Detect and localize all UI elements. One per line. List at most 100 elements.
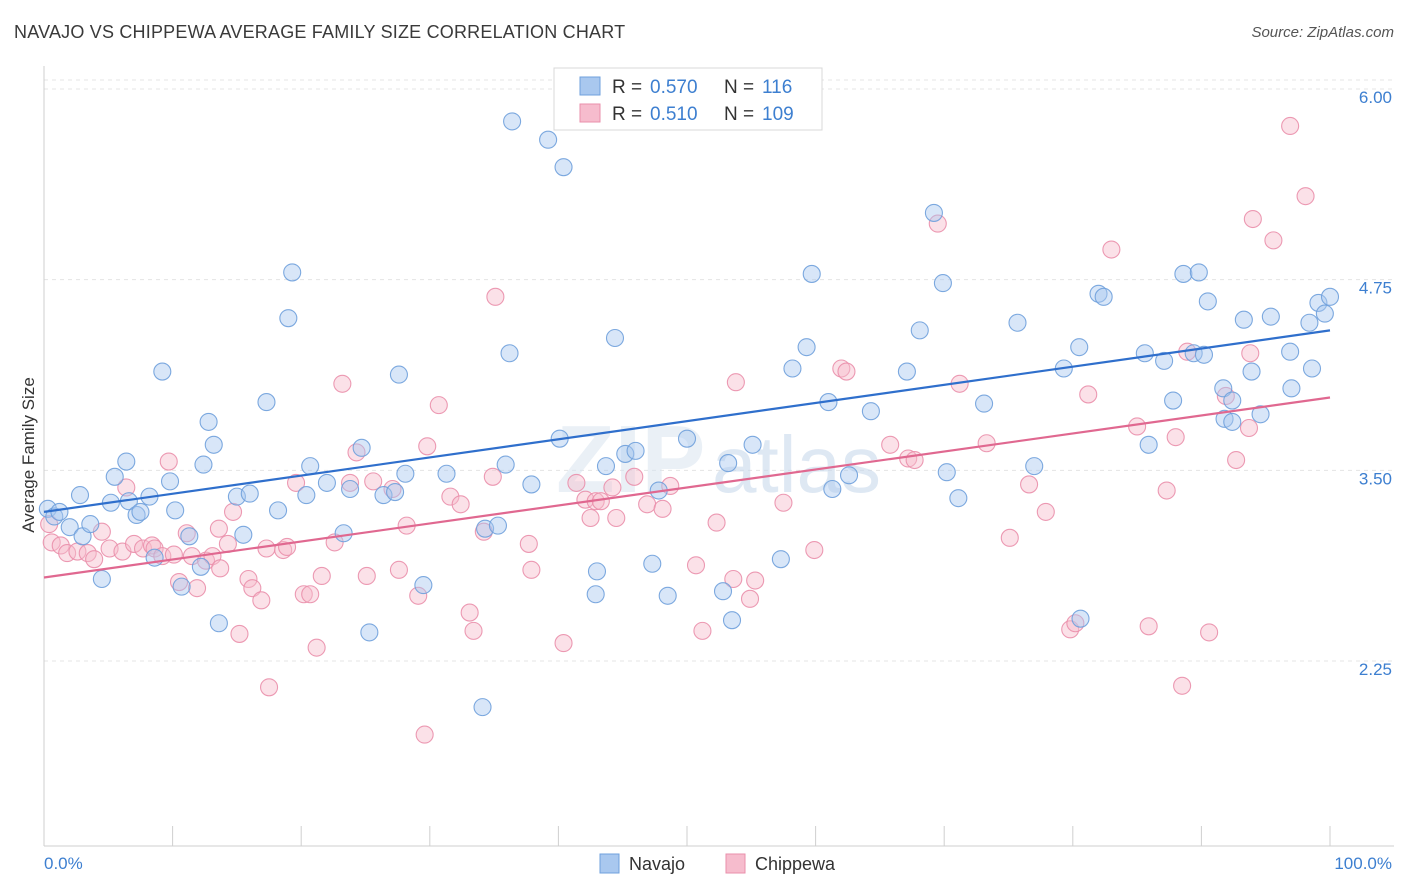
data-point-navajo xyxy=(949,489,968,508)
data-point-chippewa xyxy=(625,467,644,486)
data-point-navajo xyxy=(596,457,616,476)
data-point-navajo xyxy=(1194,345,1214,364)
data-point-navajo xyxy=(38,499,57,518)
data-point-chippewa xyxy=(124,534,144,553)
data-point-navajo xyxy=(1302,359,1322,378)
data-point-navajo xyxy=(1094,287,1113,306)
data-point-navajo xyxy=(910,321,929,340)
data-point-navajo xyxy=(1135,344,1154,363)
data-point-navajo xyxy=(131,502,150,521)
data-point-navajo xyxy=(386,483,405,502)
data-point-navajo xyxy=(522,475,541,494)
bottom-legend-label-chippewa: Chippewa xyxy=(755,854,836,874)
trendline-chippewa xyxy=(43,396,1331,579)
data-point-chippewa xyxy=(1102,240,1121,259)
data-point-navajo xyxy=(1189,263,1208,282)
data-point-navajo xyxy=(209,614,228,633)
data-point-navajo xyxy=(1261,307,1280,326)
data-point-navajo xyxy=(839,466,859,485)
data-point-navajo xyxy=(92,569,111,589)
data-point-chippewa xyxy=(389,560,408,579)
data-point-chippewa xyxy=(51,536,70,555)
data-point-chippewa xyxy=(1157,481,1176,500)
data-point-navajo xyxy=(1008,313,1027,332)
data-point-chippewa xyxy=(312,566,331,586)
data-point-chippewa xyxy=(460,603,479,622)
data-point-chippewa xyxy=(409,586,428,605)
data-point-navajo xyxy=(352,438,371,457)
legend-r-label: R = xyxy=(612,77,642,98)
data-point-chippewa xyxy=(259,678,279,697)
trend-lines xyxy=(43,329,1331,579)
legend-swatch-chippewa xyxy=(579,103,601,123)
data-point-navajo xyxy=(414,576,433,595)
data-point-navajo xyxy=(677,429,697,448)
data-point-navajo xyxy=(797,338,816,357)
data-point-chippewa xyxy=(187,579,207,598)
data-point-navajo xyxy=(500,344,519,363)
data-point-navajo xyxy=(722,611,742,630)
data-point-navajo xyxy=(60,518,79,537)
data-point-chippewa xyxy=(252,591,271,610)
data-point-navajo xyxy=(823,479,842,499)
data-point-navajo xyxy=(279,309,298,328)
data-point-navajo xyxy=(1223,391,1242,410)
data-point-navajo xyxy=(194,455,213,474)
data-point-chippewa xyxy=(341,473,360,492)
data-point-chippewa xyxy=(1227,450,1246,470)
data-point-chippewa xyxy=(257,539,276,558)
data-point-navajo xyxy=(50,502,69,521)
data-point-chippewa xyxy=(1000,528,1019,547)
data-point-navajo xyxy=(1214,379,1233,398)
chart-title: NAVAJO VS CHIPPEWA AVERAGE FAMILY SIZE C… xyxy=(14,22,626,42)
data-point-chippewa xyxy=(1166,428,1185,447)
data-point-navajo xyxy=(937,463,956,482)
data-point-chippewa xyxy=(832,359,851,378)
data-point-navajo xyxy=(389,365,408,384)
legend: R = 0.570 N = 116 R = 0.510 N = 109 xyxy=(553,67,823,131)
data-point-navajo xyxy=(933,274,952,293)
data-point-navajo xyxy=(783,359,802,378)
data-point-navajo xyxy=(503,112,522,131)
data-point-navajo xyxy=(269,501,288,520)
data-point-chippewa xyxy=(1173,676,1192,695)
bottom-legend-label-navajo: Navajo xyxy=(629,854,685,874)
data-point-navajo xyxy=(117,452,136,471)
data-point-chippewa xyxy=(464,621,483,640)
data-point-chippewa xyxy=(1200,623,1219,642)
data-point-navajo xyxy=(924,203,943,222)
y-tick-label: 3.50 xyxy=(1359,469,1392,488)
y-tick-label: 2.25 xyxy=(1359,660,1392,679)
x-tick-label: 0.0% xyxy=(44,854,83,873)
data-point-navajo xyxy=(587,562,607,581)
data-point-navajo xyxy=(586,585,605,604)
chippewa-points xyxy=(40,116,1315,744)
data-point-chippewa xyxy=(177,524,196,543)
data-point-chippewa xyxy=(567,473,586,492)
data-point-navajo xyxy=(341,479,360,499)
data-point-navajo xyxy=(626,441,645,460)
data-point-navajo xyxy=(437,464,456,483)
data-point-chippewa xyxy=(607,508,626,528)
data-point-navajo xyxy=(1139,435,1158,454)
tick-labels: 2.25 3.50 4.75 6.00 0.0% 100.0% xyxy=(44,88,1392,873)
data-point-chippewa xyxy=(117,478,136,497)
data-point-navajo xyxy=(975,394,994,413)
data-point-chippewa xyxy=(707,513,726,532)
data-point-chippewa xyxy=(928,214,947,233)
legend-n-label: N = xyxy=(724,77,754,98)
data-point-navajo xyxy=(1300,313,1319,332)
data-point-chippewa xyxy=(1139,617,1158,636)
data-point-chippewa xyxy=(364,472,383,491)
data-point-navajo xyxy=(191,557,210,576)
data-point-navajo xyxy=(897,362,916,381)
data-point-navajo xyxy=(539,130,558,149)
x-tick-label: 100.0% xyxy=(1334,854,1392,873)
data-point-navajo xyxy=(1320,287,1340,306)
data-point-chippewa xyxy=(1079,385,1098,404)
legend-r-value: 0.510 xyxy=(650,104,698,125)
data-point-chippewa xyxy=(724,569,743,589)
data-point-chippewa xyxy=(451,495,470,514)
data-point-navajo xyxy=(1282,379,1301,398)
legend-swatch-navajo xyxy=(579,76,601,96)
